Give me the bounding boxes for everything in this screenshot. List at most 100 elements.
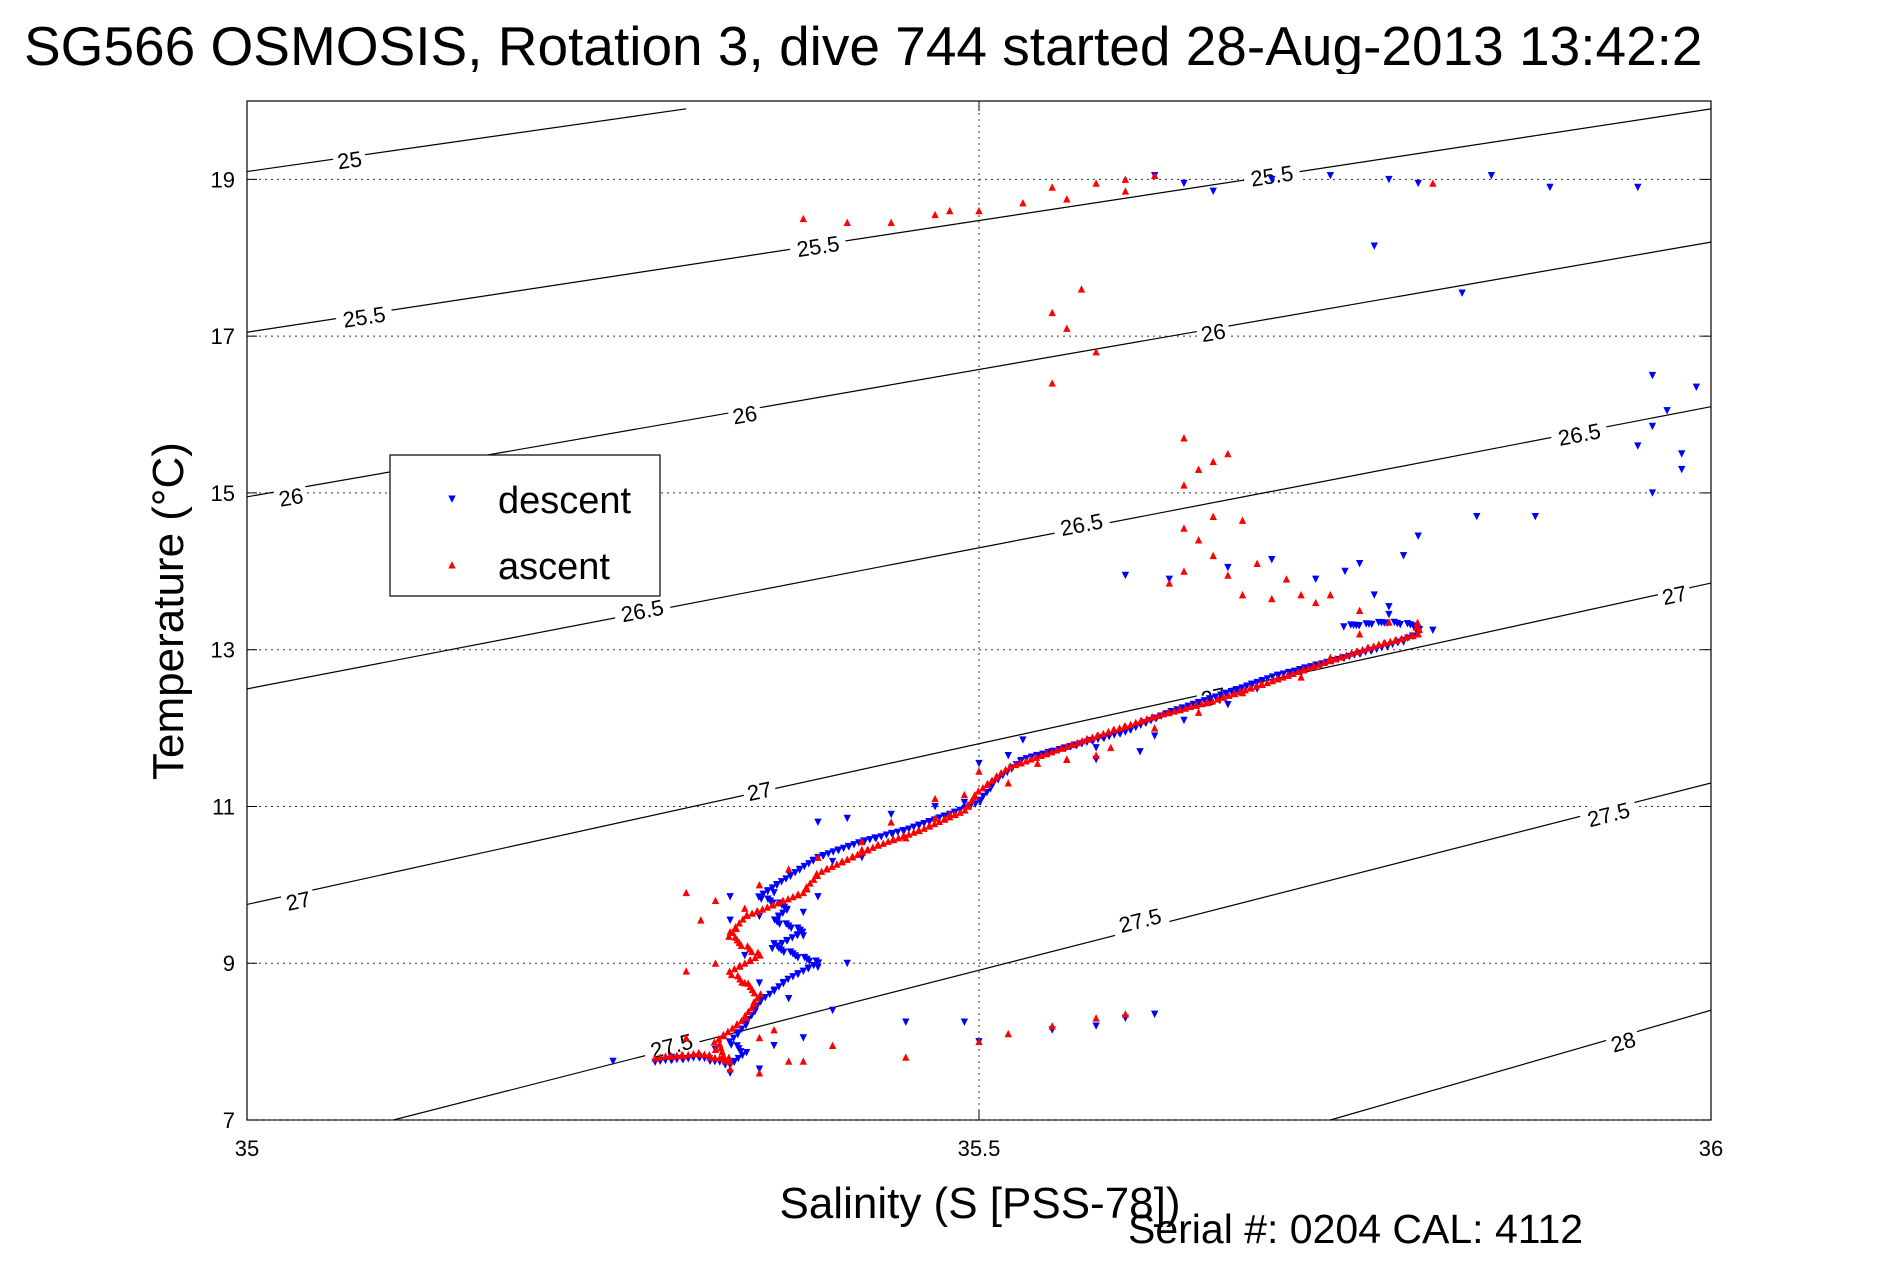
ascent-marker [1019, 199, 1027, 207]
ascent-marker [739, 915, 747, 923]
x-tick-label: 35 [235, 1136, 259, 1161]
legend-box [389, 454, 661, 597]
ascent-marker [1337, 653, 1345, 661]
ascent-marker [1180, 524, 1188, 532]
grid-lines [247, 101, 1711, 1121]
ascent-marker [879, 839, 887, 847]
ascent-marker [833, 860, 841, 868]
ascent-marker [716, 1040, 724, 1048]
ascent-marker [1289, 669, 1297, 678]
ascent-marker [828, 862, 836, 871]
ascent-marker [964, 800, 972, 808]
descent-marker [734, 1054, 742, 1063]
contour-label: 25 [336, 146, 364, 174]
ascent-marker [931, 794, 939, 803]
ascent-marker [711, 1045, 720, 1053]
ascent-marker [799, 888, 808, 897]
ascent-marker [661, 1052, 670, 1060]
contour-label: 26 [1199, 318, 1227, 347]
ascent-marker [1297, 590, 1305, 599]
ascent-marker [1304, 664, 1313, 672]
descent-marker [1678, 465, 1686, 474]
descent-marker [770, 1042, 778, 1050]
descent-marker [779, 978, 788, 987]
ascent-marker [656, 1053, 664, 1061]
ascent-marker [806, 879, 814, 887]
ascent-marker [1058, 744, 1066, 752]
density-contour-line [247, 241, 1711, 498]
ascent-marker [697, 916, 705, 924]
ascent-marker [1132, 718, 1140, 727]
ascent-marker [746, 956, 754, 964]
contour-label-group: 27 [1656, 579, 1693, 610]
descent-marker [829, 848, 837, 856]
contour-label-background [1195, 317, 1232, 347]
contour-label: 27 [745, 776, 774, 806]
descent-marker [1385, 175, 1393, 184]
ascent-marker [755, 1069, 764, 1077]
descent-marker [770, 986, 779, 994]
descent-marker [1253, 678, 1261, 687]
contour-label-background [280, 885, 317, 916]
descent-marker [979, 792, 987, 801]
ascent-marker [1121, 1010, 1130, 1018]
contour-label-background [334, 300, 394, 333]
descent-marker [1004, 752, 1012, 760]
ascent-marker [853, 850, 862, 859]
ascent-marker [946, 206, 954, 215]
descent-marker [845, 843, 853, 851]
descent-marker [770, 940, 778, 948]
ascent-marker [1007, 762, 1015, 771]
ascent-marker [971, 791, 979, 799]
descent-marker [1648, 422, 1657, 431]
legend-marker-descent [448, 495, 456, 503]
descent-marker [920, 819, 928, 828]
contour-label-background [1242, 159, 1302, 192]
ascent-marker [915, 826, 923, 835]
ascent-marker [1208, 697, 1217, 705]
y-tick-label: 13 [211, 638, 235, 663]
ascent-marker [884, 837, 892, 845]
descent-marker [1473, 512, 1481, 521]
ascent-marker [1320, 658, 1328, 666]
descent-marker [1209, 187, 1217, 196]
ascent-marker [673, 1051, 681, 1060]
ascent-marker [1355, 606, 1364, 615]
ascent-marker [1068, 740, 1077, 749]
descent-marker [1233, 686, 1241, 694]
ascent-marker [843, 218, 851, 226]
ascent-marker [1121, 175, 1130, 183]
descent-marker [738, 1025, 746, 1033]
descent-marker [770, 916, 779, 924]
ascent-marker [1088, 733, 1097, 741]
ascent-marker [1107, 743, 1115, 752]
ascent-marker [682, 1033, 690, 1042]
ascent-marker [711, 896, 720, 905]
descent-marker [960, 799, 969, 807]
ascent-marker [813, 869, 821, 878]
descent-marker [726, 893, 734, 901]
ascent-marker [1231, 689, 1239, 698]
ascent-marker [717, 1043, 725, 1052]
descent-marker [902, 1018, 910, 1026]
ascent-marker [799, 1057, 808, 1065]
axis-ticks: 35 35.5 36 7 9 11 13 15 17 19 [211, 101, 1723, 1161]
ascent-marker [731, 923, 740, 931]
descent-marker [764, 887, 772, 895]
descent-marker [1092, 744, 1100, 752]
descent-marker [1019, 736, 1027, 744]
ascent-marker [1017, 759, 1025, 767]
ascent-marker [869, 843, 877, 851]
ascent-marker [1220, 693, 1228, 701]
ascent-marker [741, 959, 749, 967]
ascent-marker [858, 837, 866, 846]
descent-marker [734, 1029, 742, 1037]
ascent-marker [817, 867, 826, 875]
ascent-marker [1381, 639, 1389, 647]
legend-label-ascent: ascent [498, 546, 610, 588]
descent-marker [1263, 675, 1272, 683]
descent-marker [1678, 450, 1686, 458]
descent-marker [764, 895, 772, 903]
ascent-marker [784, 1057, 793, 1065]
ascent-marker [1048, 1022, 1056, 1030]
